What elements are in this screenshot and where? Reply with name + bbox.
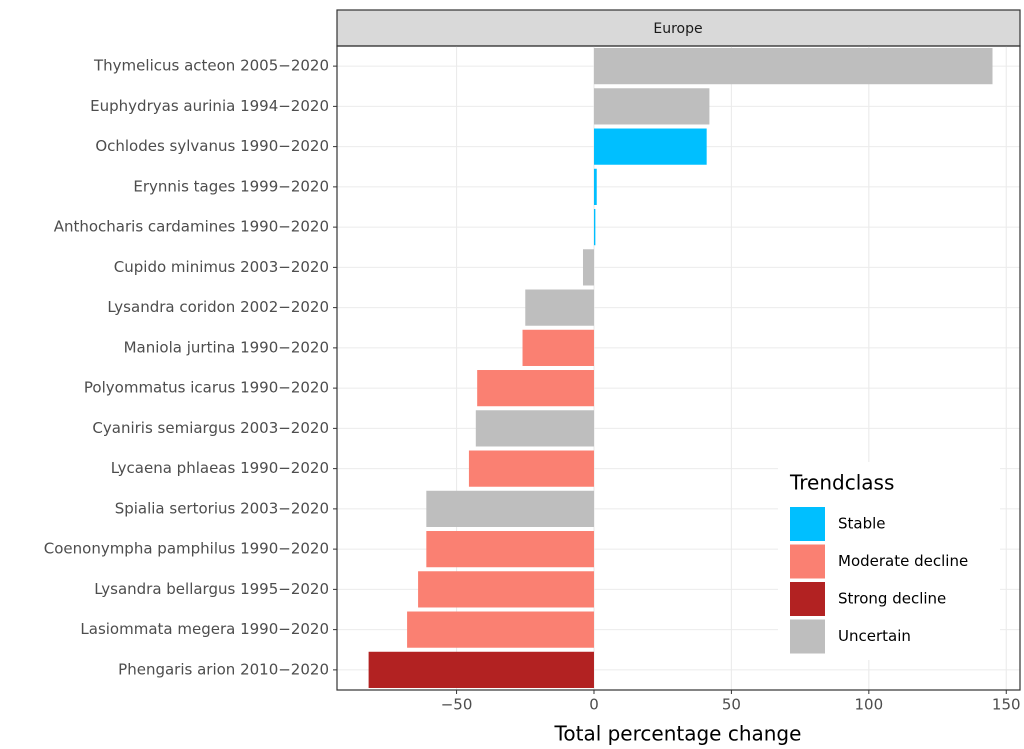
x-tick-label: 150 — [992, 696, 1021, 714]
legend-key — [790, 507, 825, 541]
legend-label: Uncertain — [838, 627, 911, 645]
legend-key — [790, 619, 825, 654]
y-tick-label: Ochlodes sylvanus 1990−2020 — [95, 137, 329, 155]
bar — [593, 128, 707, 165]
bar — [582, 249, 594, 286]
y-tick-label: Coenonympha pamphilus 1990−2020 — [44, 540, 329, 558]
y-tick-label: Spialia sertorius 2003−2020 — [115, 499, 329, 517]
bar — [426, 490, 594, 527]
facet-label: Europe — [653, 21, 702, 37]
legend-key — [790, 582, 825, 616]
x-tick-label: 50 — [722, 696, 741, 714]
x-tick-label: 100 — [855, 696, 884, 714]
bar — [522, 329, 594, 366]
legend-label: Strong decline — [838, 590, 946, 608]
y-tick-label: Phengaris arion 2010−2020 — [118, 660, 329, 678]
y-tick-label: Cupido minimus 2003−2020 — [114, 258, 329, 276]
bar — [477, 370, 594, 407]
y-tick-label: Lasiommata megera 1990−2020 — [80, 620, 329, 638]
legend-title: Trendclass — [789, 471, 894, 495]
bar — [593, 209, 596, 246]
bar — [407, 611, 594, 648]
x-tick-label: −50 — [441, 696, 473, 714]
y-tick-label: Cyaniris semiargus 2003−2020 — [92, 419, 329, 437]
bar — [468, 450, 594, 487]
facet-strip — [336, 9, 1021, 47]
legend-key — [790, 544, 825, 579]
bar — [593, 48, 993, 85]
y-tick-label: Lysandra bellargus 1995−2020 — [94, 580, 329, 598]
bar — [368, 651, 594, 688]
panel-border — [336, 45, 1021, 691]
y-tick-label: Lysandra coridon 2002−2020 — [107, 298, 329, 316]
y-tick-label: Polyommatus icarus 1990−2020 — [84, 379, 329, 397]
bar — [418, 571, 594, 608]
legend-label: Stable — [838, 515, 886, 533]
y-tick-label: Maniola jurtina 1990−2020 — [124, 338, 329, 356]
bar — [475, 410, 594, 447]
y-tick-label: Euphydryas aurinia 1994−2020 — [90, 97, 329, 115]
y-tick-label: Anthocharis cardamines 1990−2020 — [54, 218, 329, 236]
legend-label: Moderate decline — [838, 552, 968, 570]
y-tick-label: Thymelicus acteon 2005−2020 — [93, 57, 329, 75]
x-tick-label: 0 — [589, 696, 599, 714]
bar — [593, 168, 597, 205]
x-axis-title: Total percentage change — [554, 722, 802, 746]
y-tick-label: Lycaena phlaeas 1990−2020 — [111, 459, 329, 477]
bar — [426, 531, 594, 568]
bar — [525, 289, 594, 326]
bar — [593, 88, 710, 125]
y-tick-label: Erynnis tages 1999−2020 — [133, 177, 329, 195]
